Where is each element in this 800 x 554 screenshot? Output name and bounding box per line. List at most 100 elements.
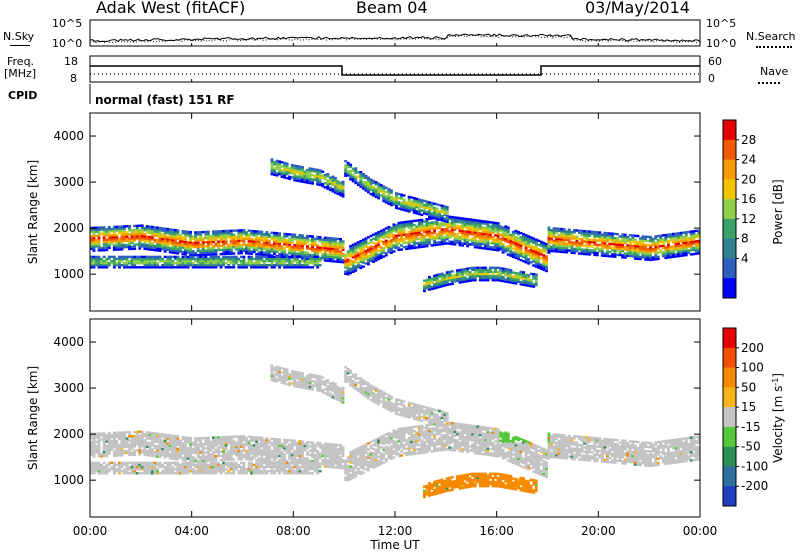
velocity-cell [107,442,111,445]
velocity-cell [100,468,104,471]
power-cell [389,195,393,199]
power-cell [395,224,398,227]
power-cell [153,240,157,244]
power-cell [494,268,497,271]
power-cell [511,232,515,236]
velocity-cell [219,440,223,443]
power-cell [328,237,332,240]
power-cell [351,175,355,179]
power-cell [260,259,264,263]
power-cell [262,237,266,240]
power-cell [631,236,635,239]
power-cell [161,257,165,261]
power-cell [97,245,101,248]
power-cell [395,198,398,201]
power-cell [158,249,162,252]
power-cell [478,244,482,247]
power-cell [542,264,546,267]
power-cell [217,232,220,235]
velocity-cell [255,442,259,445]
power-cell [496,232,500,235]
velocity-cell [229,446,233,449]
velocity-cell [237,458,241,461]
power-cell [173,247,177,250]
power-cell [384,197,388,200]
power-cell [331,245,335,248]
power-cell [463,280,467,283]
power-cell [613,245,617,248]
power-cell [143,239,147,242]
power-cell [90,257,93,261]
power-cell [565,251,569,254]
power-cell [400,193,403,196]
power-cell [659,249,663,252]
power-cell [377,255,381,259]
power-cell [295,257,299,261]
power-cell [654,235,658,238]
power-cell [588,249,592,252]
power-cell [362,265,365,268]
power-cell [362,255,365,258]
power-cell [478,240,482,243]
velocity-cell [100,465,104,469]
velocity-cell [163,454,167,457]
velocity-cell [227,435,231,439]
velocity-cell [255,444,259,447]
power-cell [356,261,360,265]
power-cell [138,239,142,242]
velocity-cell [267,461,271,465]
velocity-cell [184,461,187,465]
power-cell [161,264,165,267]
velocity-cell [97,470,101,473]
velocity-cell [270,470,274,473]
power-cell [199,239,203,242]
velocity-cell [194,443,198,446]
power-cell [293,248,297,251]
power-cell [496,240,500,244]
power-cell [412,209,416,212]
power-cell [148,257,152,261]
power-cell [506,228,510,231]
power-cell [128,241,131,244]
power-cell [489,229,492,232]
velocity-cell [90,463,93,467]
velocity-cell [219,444,223,447]
power-cell [435,235,439,238]
power-cell [278,164,281,167]
power-cell [481,279,485,282]
power-cell [311,254,314,257]
power-cell [649,248,653,251]
power-cell [227,255,231,259]
power-cell [364,237,368,240]
power-cell [186,241,190,244]
power-cell [608,232,612,235]
power-cell [148,240,152,243]
power-cell [275,238,279,241]
power-cell [339,238,342,241]
power-cell [478,270,482,274]
velocity-cell [260,451,264,454]
velocity-cell [201,436,205,440]
power-cell [280,171,284,174]
power-cell [356,247,360,250]
velocity-cell [209,459,213,462]
velocity-cell [176,435,180,438]
power-cell [522,239,525,242]
power-cell [328,247,332,250]
velocity-cell [115,444,119,447]
power-cell [382,195,386,199]
power-cell [641,249,645,253]
power-cell [514,248,518,251]
velocity-cell [176,443,180,446]
power-cell [163,264,167,267]
power-cell [504,227,508,230]
power-cell [184,251,187,254]
power-cell [438,243,442,246]
velocity-cell [217,465,220,469]
power-cell [273,255,276,259]
power-cell [217,255,220,259]
power-cell [672,234,675,238]
power-cell [506,238,510,242]
power-cell [212,259,215,263]
power-cell [176,241,180,245]
